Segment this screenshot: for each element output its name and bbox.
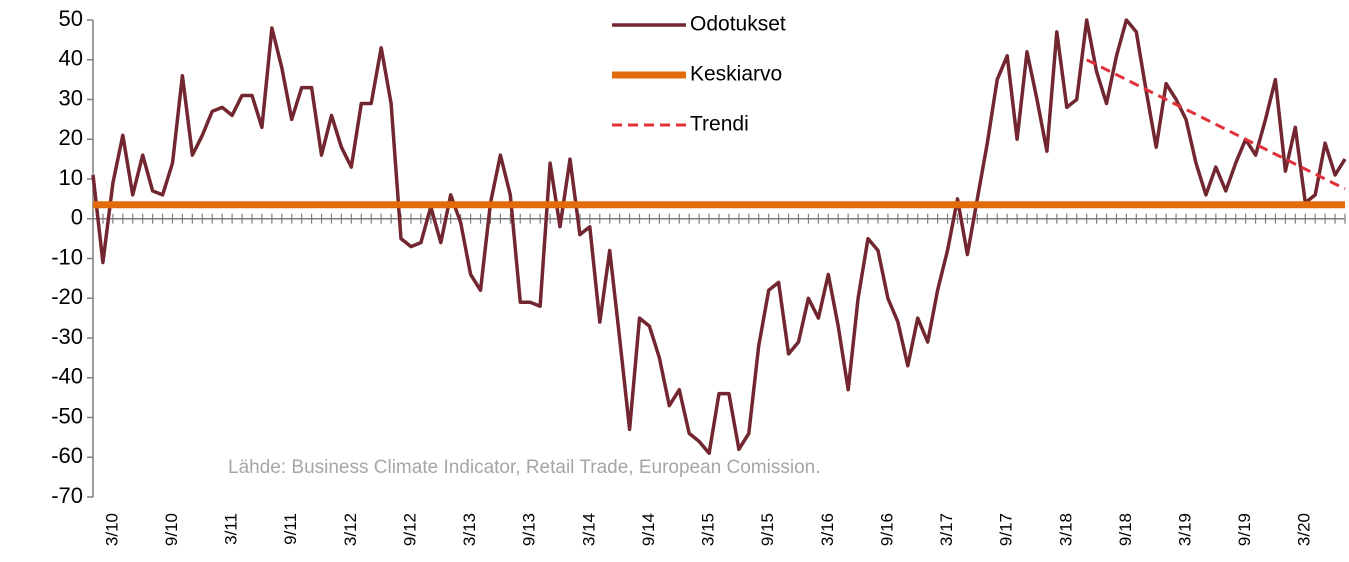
- legend-label: Keskiarvo: [690, 63, 782, 86]
- x-tick-label: 3/16: [818, 513, 837, 546]
- y-tick-label: 40: [59, 46, 83, 71]
- x-tick-label: 3/12: [341, 513, 360, 546]
- y-tick-label: -70: [51, 483, 83, 508]
- y-tick-label: -20: [51, 284, 83, 309]
- y-tick-label: -10: [51, 244, 83, 269]
- x-tick-label: 9/18: [1116, 513, 1135, 546]
- y-tick-label: -60: [51, 443, 83, 468]
- x-tick-label: 9/10: [162, 513, 181, 546]
- x-tick-label: 3/19: [1176, 513, 1195, 546]
- x-tick-label: 3/10: [102, 513, 121, 546]
- x-tick-label: 9/11: [281, 513, 300, 545]
- x-tick-label: 3/15: [699, 513, 718, 546]
- x-tick-label: 9/12: [400, 513, 419, 546]
- x-tick-label: 9/16: [877, 513, 896, 546]
- series-line: [91, 18, 1347, 456]
- x-tick-label: 3/11: [222, 513, 241, 545]
- y-tick-label: 30: [59, 85, 83, 110]
- y-tick-label: 0: [71, 205, 83, 230]
- x-tick-label: 9/15: [758, 513, 777, 546]
- x-tick-label: 9/19: [1235, 513, 1254, 546]
- x-tick-label: 3/14: [579, 513, 598, 546]
- y-tick-label: -40: [51, 364, 83, 389]
- y-tick-label: 20: [59, 125, 83, 150]
- x-tick-label: 9/14: [639, 513, 658, 546]
- legend-label: Trendi: [690, 113, 749, 136]
- y-tick-label: 10: [59, 165, 83, 190]
- x-tick-label: 3/20: [1295, 513, 1314, 546]
- x-tick-label: 3/13: [460, 513, 479, 546]
- y-tick-label: 50: [59, 6, 83, 31]
- y-tick-label: -50: [51, 403, 83, 428]
- x-tick-label: 9/13: [520, 513, 539, 546]
- source-note: Lähde: Business Climate Indicator, Retai…: [228, 457, 820, 478]
- legend-label: Odotukset: [690, 13, 786, 36]
- x-tick-label: 3/17: [937, 513, 956, 546]
- y-tick-label: -30: [51, 324, 83, 349]
- x-tick-label: 9/17: [997, 513, 1016, 546]
- series-line: [1086, 58, 1346, 191]
- x-tick-label: 3/18: [1056, 513, 1075, 546]
